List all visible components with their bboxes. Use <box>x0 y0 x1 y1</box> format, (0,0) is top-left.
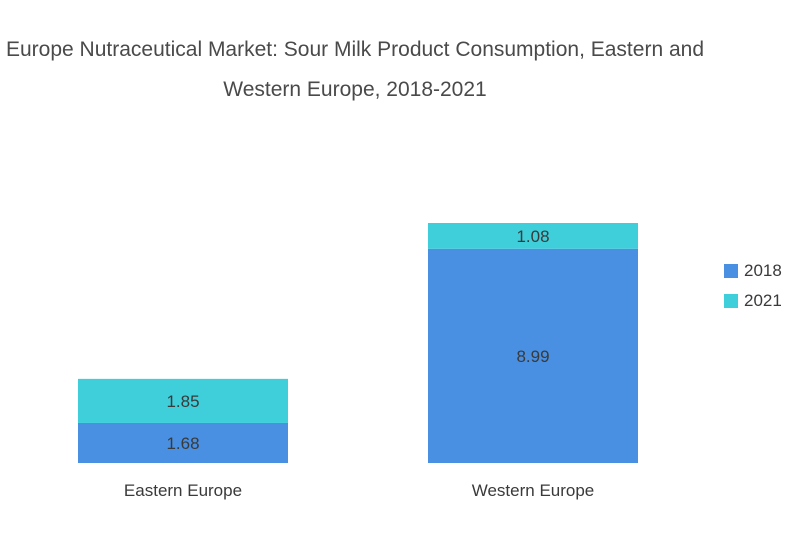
legend-label-2018: 2018 <box>744 261 782 280</box>
chart-title-line-2: Western Europe, 2018-2021 <box>223 78 487 101</box>
data-label-western-europe-2018: 8.99 <box>516 347 549 366</box>
category-label-western-europe: Western Europe <box>472 481 595 500</box>
chart-title-line-1: Europe Nutraceutical Market: Sour Milk P… <box>6 38 704 61</box>
legend-label-2021: 2021 <box>744 291 782 310</box>
legend-swatch-2018 <box>724 264 738 278</box>
bar-eastern-europe-2021 <box>78 378 288 423</box>
legend-item-2021: 2021 <box>724 286 782 316</box>
category-label-eastern-europe: Eastern Europe <box>124 481 242 500</box>
bar-western-europe-2021 <box>428 223 638 249</box>
legend-swatch-2021 <box>724 294 738 308</box>
data-label-western-europe-2021: 1.08 <box>516 227 549 246</box>
bar-western-europe-2018 <box>428 248 638 463</box>
legend-item-2018: 2018 <box>724 256 782 286</box>
chart-title: Europe Nutraceutical Market: Sour Milk P… <box>0 30 710 110</box>
data-label-eastern-europe-2021: 1.85 <box>166 392 199 411</box>
legend: 2018 2021 <box>724 256 782 316</box>
data-label-eastern-europe-2018: 1.68 <box>166 434 199 453</box>
bar-eastern-europe-2018 <box>78 422 288 463</box>
